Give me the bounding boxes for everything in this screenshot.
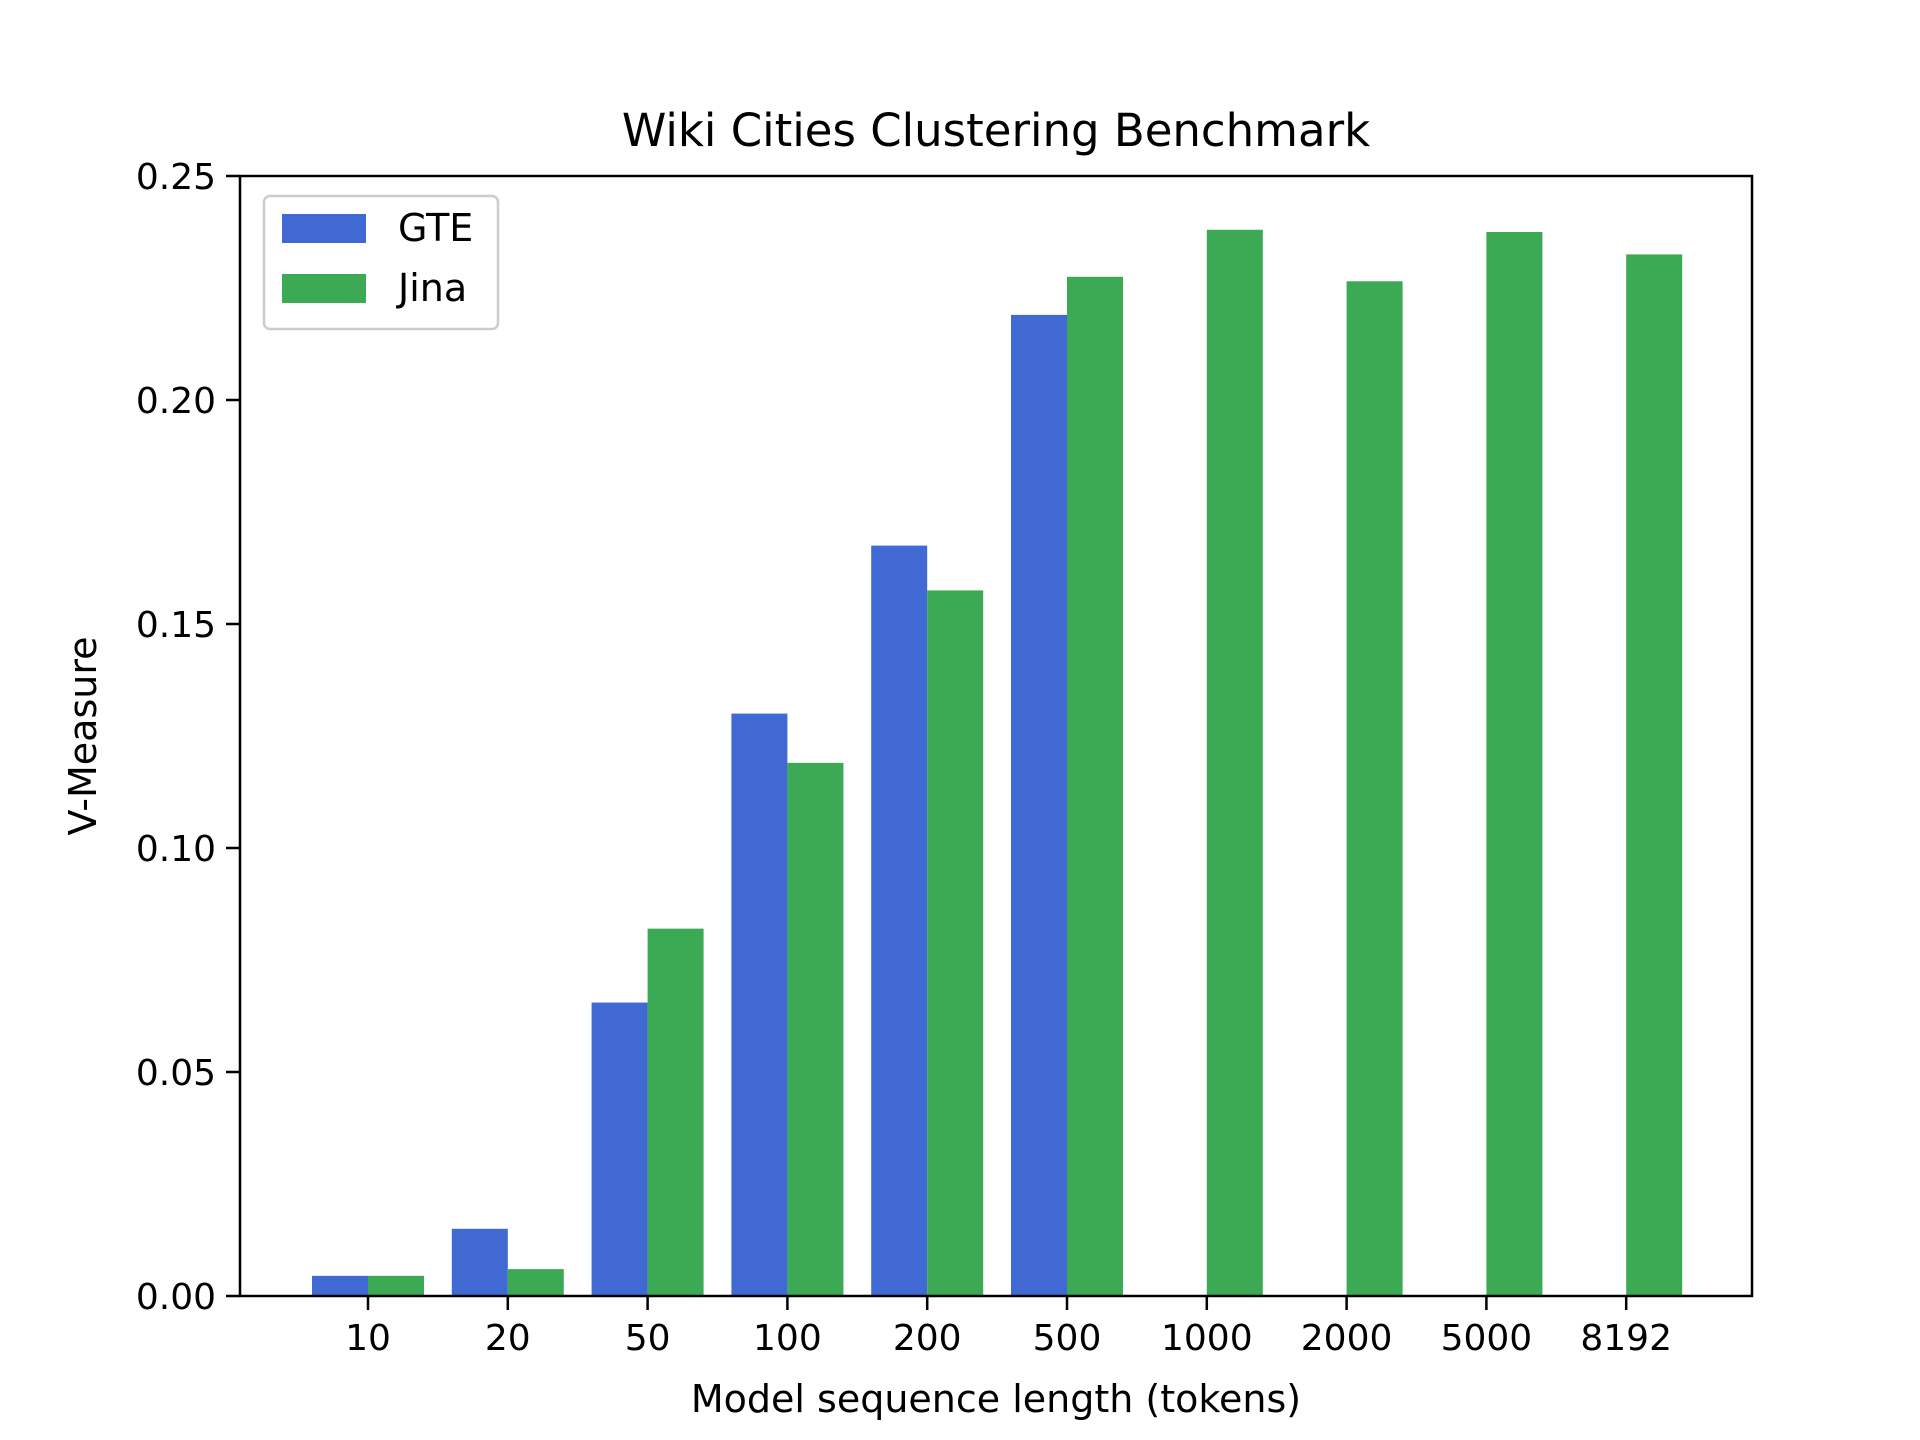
legend: GTE Jina	[262, 194, 500, 331]
legend-label-jina: Jina	[396, 266, 467, 310]
bar-jina-500	[1067, 276, 1123, 1296]
bar-jina-5000	[1486, 232, 1543, 1296]
y-tick-label: 0.05	[136, 1053, 216, 1094]
bar-gte-200	[871, 545, 928, 1296]
bar-jina-200	[927, 590, 984, 1296]
legend-swatch-jina	[282, 274, 366, 303]
x-tick-label: 500	[1033, 1318, 1102, 1359]
x-tick-label: 8192	[1580, 1318, 1672, 1359]
bar-jina-1000	[1206, 229, 1263, 1296]
x-tick-label: 2000	[1301, 1318, 1393, 1359]
x-tick-label: 200	[893, 1318, 962, 1359]
bar-jina-50	[647, 928, 704, 1296]
bar-gte-50	[591, 1002, 648, 1296]
plot-frame	[238, 174, 1754, 1298]
x-tick-label: 100	[753, 1318, 822, 1359]
bar-jina-10	[368, 1275, 424, 1296]
y-tick-label: 0.00	[136, 1277, 216, 1318]
legend-label-gte: GTE	[398, 206, 473, 250]
x-tick-label: 20	[485, 1318, 531, 1359]
legend-swatch-gte	[282, 214, 366, 243]
x-axis-label: Model sequence length (tokens)	[691, 1377, 1301, 1421]
x-tick-label: 10	[345, 1318, 391, 1359]
bar-jina-2000	[1346, 281, 1403, 1296]
y-tick-label: 0.25	[136, 157, 216, 198]
y-axis: 0.00 0.05 0.10 0.15 0.20 0.25	[136, 157, 240, 1318]
chart-title: Wiki Cities Clustering Benchmark	[622, 104, 1370, 157]
y-tick-label: 0.15	[136, 605, 216, 646]
x-tick-label: 5000	[1441, 1318, 1533, 1359]
y-axis-label: V-Measure	[61, 637, 105, 836]
bar-gte-500	[1011, 314, 1067, 1296]
y-tick-label: 0.20	[136, 381, 216, 422]
bar-gte-10	[312, 1275, 368, 1296]
x-axis: 10 20 50 100 200 500 1000 2000 5000 8192	[345, 1296, 1672, 1359]
x-tick-label: 50	[625, 1318, 671, 1359]
bar-jina-100	[787, 762, 844, 1296]
x-tick-label: 1000	[1161, 1318, 1253, 1359]
bar-gte-100	[731, 713, 788, 1296]
bars-layer	[312, 229, 1683, 1296]
bar-gte-20	[451, 1228, 508, 1296]
y-tick-label: 0.10	[136, 829, 216, 870]
bar-jina-20	[507, 1269, 564, 1296]
bar-jina-8192	[1626, 254, 1683, 1296]
